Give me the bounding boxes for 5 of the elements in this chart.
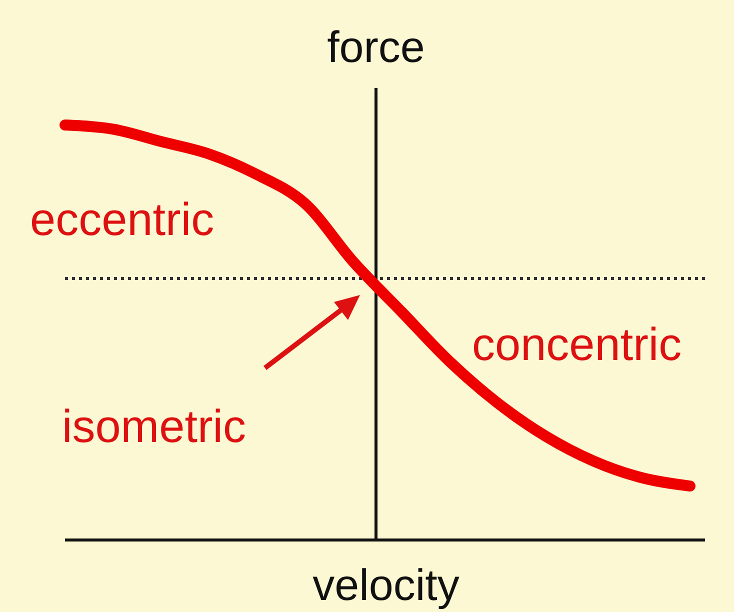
y-axis-title: force	[327, 23, 425, 72]
annotation: eccentric	[30, 193, 214, 245]
annotation: concentric	[472, 318, 682, 370]
annotation: isometric	[62, 400, 246, 452]
x-axis-title: velocity	[312, 561, 460, 610]
